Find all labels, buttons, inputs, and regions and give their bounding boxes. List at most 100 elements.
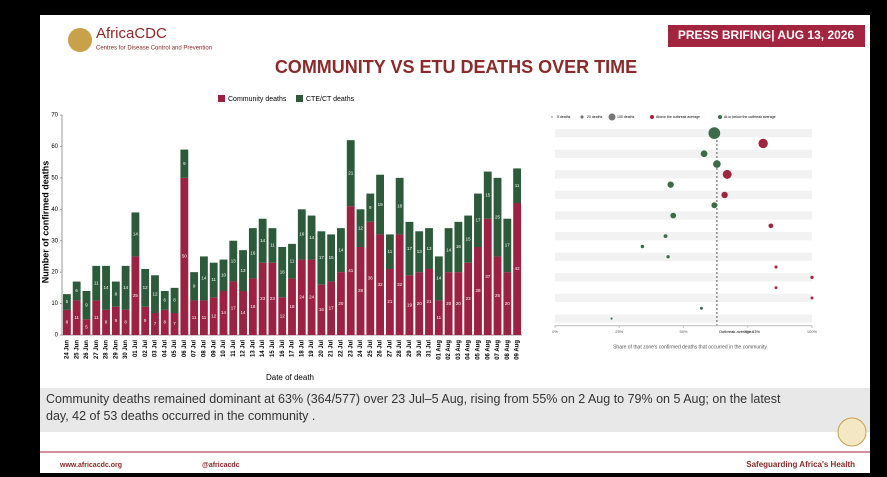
bar-segment — [288, 243, 296, 279]
row-band — [555, 149, 812, 158]
bar-segment — [82, 319, 91, 335]
dot — [708, 127, 721, 140]
x-tick-label: 20 Jul — [319, 340, 325, 357]
x-axis-label: Date of death — [266, 373, 314, 382]
segment-label: 13 — [231, 258, 237, 263]
x-tick-label: 50% — [679, 329, 687, 334]
bar-segment — [62, 294, 71, 310]
x-tick-label: 03 Aug — [456, 340, 462, 360]
caption-bg — [40, 388, 870, 432]
bar-segment — [258, 262, 267, 335]
legend-size — [551, 116, 553, 118]
legend-below — [718, 115, 722, 119]
row-band — [555, 201, 812, 210]
bar-segment — [121, 265, 130, 310]
bar-segment — [278, 247, 287, 298]
dot — [722, 169, 732, 179]
row-band — [555, 211, 812, 220]
x-tick-label: 30 Jun — [123, 340, 129, 359]
bar-segment — [160, 291, 169, 310]
bar-segment — [317, 231, 326, 285]
row-band — [555, 273, 812, 282]
bar-segment — [493, 177, 502, 257]
segment-label: 11 — [192, 315, 197, 320]
bar-segment — [229, 240, 238, 282]
segment-label: 18 — [250, 304, 256, 309]
segment-label: 14 — [201, 276, 207, 281]
x-tick-label: 25% — [615, 329, 623, 334]
segment-label: 12 — [211, 313, 217, 318]
segment-label: 17 — [231, 305, 237, 310]
bar-segment — [170, 313, 179, 335]
y-tick-label: 0 — [55, 333, 59, 339]
x-tick-label: 05 Jul — [172, 340, 178, 357]
row-band — [555, 139, 812, 148]
bar-segment — [376, 234, 384, 335]
segment-label: 11 — [94, 315, 99, 320]
bar-segment — [307, 215, 316, 260]
legend-label: Community deaths — [228, 96, 287, 103]
bar-segment — [503, 272, 512, 335]
segment-label: 9 — [193, 283, 196, 288]
bar-segment — [200, 300, 208, 335]
x-tick-label: 13 Jul — [250, 340, 256, 357]
segment-label: 6 — [75, 288, 78, 293]
x-tick-label: 06 Aug — [485, 340, 491, 360]
bar-segment — [434, 300, 443, 335]
bar-segment — [405, 275, 414, 335]
dot — [768, 223, 774, 229]
bar-segment — [131, 212, 140, 257]
bar-segment — [92, 265, 101, 301]
footer-handle: @africacdc — [202, 462, 240, 469]
y-tick-label: 60 — [51, 144, 58, 150]
segment-label: 14 — [133, 232, 139, 237]
x-tick-label: 30 Jul — [417, 340, 423, 357]
bar-segment — [366, 193, 375, 222]
dot — [711, 202, 718, 209]
segment-label: 11 — [270, 243, 275, 248]
segment-label: 9 — [369, 205, 372, 210]
bar-segment — [151, 275, 159, 313]
bar-segment — [483, 171, 492, 219]
bar-segment — [434, 256, 443, 301]
segment-label: 11 — [202, 315, 207, 320]
segment-label: 42 — [515, 266, 521, 271]
bar-segment — [160, 309, 169, 335]
bar-segment — [346, 140, 355, 207]
bar-segment — [483, 218, 492, 335]
segment-label: 20 — [338, 301, 344, 306]
segment-label: 11 — [94, 280, 99, 285]
x-tick-label: 22 Jul — [339, 340, 345, 357]
bar-segment — [219, 291, 228, 335]
segment-label: 36 — [368, 276, 374, 281]
x-tick-label: 25 Jul — [368, 340, 374, 357]
badge-bg — [668, 25, 865, 47]
segment-label: 37 — [485, 274, 491, 279]
segment-label: 8 — [105, 320, 108, 325]
legend-size-label: 20 deaths — [587, 115, 603, 119]
segment-label: 11 — [211, 277, 216, 282]
bar-segment — [366, 221, 375, 335]
x-tick-label: 09 Jul — [211, 340, 217, 357]
row-band — [555, 242, 812, 251]
segment-label: 13 — [427, 246, 433, 251]
y-tick-label: 10 — [51, 301, 58, 307]
bar-segment — [268, 262, 277, 335]
segment-label: 23 — [270, 296, 276, 301]
segment-label: 11 — [74, 315, 79, 320]
bar-segment — [72, 281, 81, 301]
x-tick-label: 05 Aug — [476, 340, 482, 360]
bar-segment — [268, 228, 277, 263]
segment-label: 11 — [436, 315, 441, 320]
row-band — [555, 129, 812, 138]
bar-segment — [102, 265, 110, 310]
bar-segment — [405, 221, 414, 276]
segment-label: 13 — [241, 268, 247, 273]
legend-size-label: 100 deaths — [617, 115, 635, 119]
bar-segment — [415, 231, 424, 273]
x-tick-label: 28 Jun — [104, 340, 110, 359]
row-band — [555, 190, 812, 200]
bar-segment — [111, 306, 120, 335]
segment-label: 14 — [104, 285, 110, 290]
